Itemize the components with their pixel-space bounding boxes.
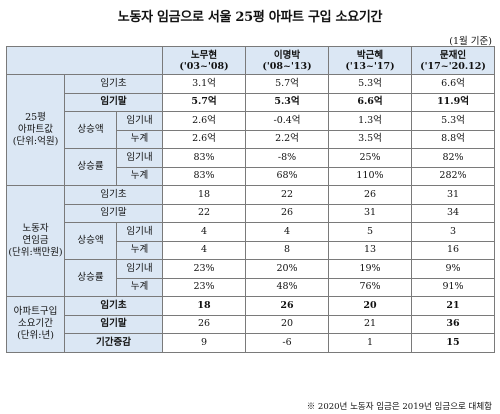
table-row: 임기말 5.7억 5.3억 6.6억 11.9억 — [7, 92, 496, 112]
footnote: ※ 2020년 노동자 임금은 2019년 임금으로 대체함 — [306, 402, 492, 412]
page-title: 노동자 임금으로 서울 25평 아파트 구입 소요기간 — [117, 10, 383, 25]
table-row: 누계 2.6억 2.2억 3.5억 8.8억 — [7, 129, 496, 149]
header-moon: 문재인 ('17~'20.12) — [411, 46, 496, 75]
table-row: 누계 83% 68% 110% 282% — [7, 166, 496, 186]
header-row: 노무현 ('03~'08) 이명박 ('08~'13) 박근혜 ('13~'17) 문… — [5, 46, 496, 75]
row-group-label: 상승률 — [64, 148, 117, 186]
section-title-apt: 25평 아파트값 (단위:억원) — [6, 74, 65, 186]
comparison-table: 노무현 ('03~'08) 이명박 ('08~'13) 박근혜 ('13~'17) 문… — [5, 46, 496, 353]
row-label: 임기초 — [63, 74, 164, 94]
unit-note: (1월 기준) — [449, 36, 492, 47]
row-label: 임기말 — [63, 92, 164, 112]
table-row: 임기말 26 20 21 36 — [7, 314, 496, 334]
table-row: 누계 4 8 13 16 — [7, 240, 496, 260]
table-row: 누계 23% 48% 76% 91% — [7, 277, 496, 297]
row-label: 임기내 — [115, 111, 164, 131]
row-label: 기간증감 — [63, 333, 164, 353]
row-group-label: 상승액 — [64, 111, 117, 149]
table-row: 아파트구입 소요기간 (단위:년) 임기초 18 26 20 21 — [6, 296, 496, 353]
table-row: 상승액 임기내 2.6억 -0.4억 1.3억 5.3억 — [7, 111, 496, 149]
table-row: 상승률 임기내 83% -8% 25% 82% — [7, 148, 496, 186]
row-label: 임기말 — [63, 314, 164, 334]
row-label: 임기내 — [115, 222, 164, 242]
header-roh: 노무현 ('03~'08) — [162, 46, 247, 75]
row-label: 임기말 — [63, 203, 164, 223]
table-row: 상승률 임기내 23% 20% 19% 9% — [7, 259, 496, 297]
row-label: 임기초 — [63, 296, 164, 316]
header-corner — [5, 46, 164, 75]
row-label: 임기내 — [115, 259, 164, 279]
table-row: 25평 아파트값 (단위:억원) 임기초 3.1억 5.7억 5.3억 6.6억 — [6, 74, 496, 186]
header-lee: 이명박 ('08~'13) — [245, 46, 330, 75]
row-label: 누계 — [115, 129, 164, 149]
row-label: 누계 — [115, 166, 164, 186]
row-group-label: 상승률 — [64, 259, 117, 297]
header-park: 박근혜 ('13~'17) — [328, 46, 413, 75]
row-label: 임기초 — [63, 185, 164, 205]
table-row: 기간증감 9 -6 1 15 — [7, 333, 496, 353]
table-row: 노동자 연임금 (단위:백만원) 임기초 18 22 26 31 — [6, 185, 496, 297]
row-label: 임기내 — [115, 148, 164, 168]
section-title-wage: 노동자 연임금 (단위:백만원) — [6, 185, 65, 297]
table-row: 임기말 22 26 31 34 — [7, 203, 496, 223]
row-label: 누계 — [115, 240, 164, 260]
row-group-label: 상승액 — [64, 222, 117, 260]
row-label: 누계 — [115, 277, 164, 297]
section-title-period: 아파트구입 소요기간 (단위:년) — [6, 296, 65, 353]
